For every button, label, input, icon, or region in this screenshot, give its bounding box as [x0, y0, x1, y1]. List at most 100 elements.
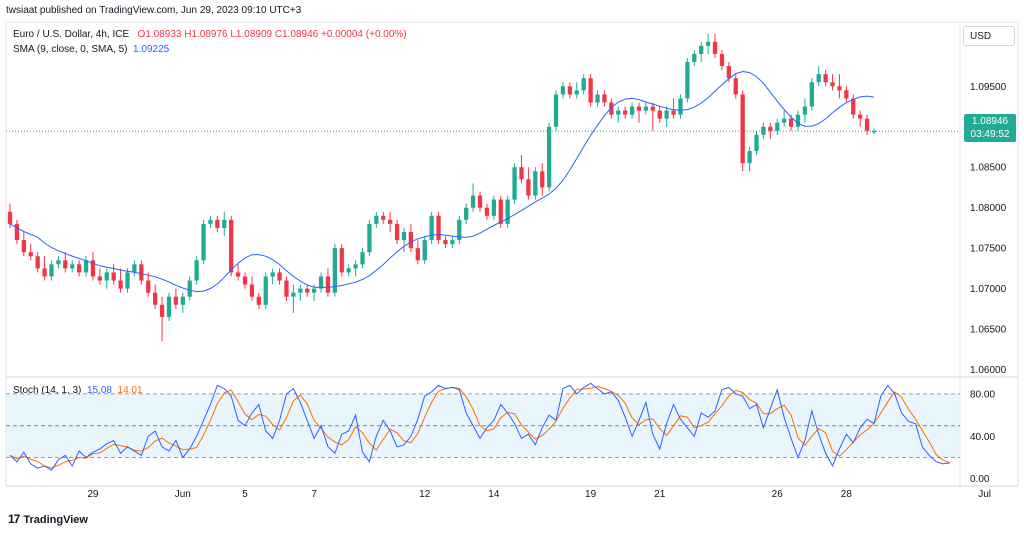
candle-down	[159, 296, 165, 342]
candle-body	[747, 151, 752, 164]
candle-body	[761, 126, 766, 135]
sma-line	[9, 70, 875, 293]
candle-body	[305, 288, 310, 293]
candle-body	[553, 94, 559, 127]
candle-up	[166, 292, 172, 321]
candle-up	[775, 118, 780, 135]
candle-down	[540, 163, 545, 196]
stoch-legend[interactable]: Stoch (14, 1, 3) 15.08 14.01	[13, 385, 143, 396]
candle-body	[311, 288, 317, 293]
symbol-name[interactable]: Euro / U.S. Dollar, 4h, ICE	[13, 29, 130, 40]
candle-body	[56, 260, 61, 265]
candle-body	[284, 280, 289, 297]
stoch-tick-label: 80.00	[970, 389, 995, 400]
price-tick-label: 1.06500	[970, 325, 1007, 336]
candle-down	[719, 49, 725, 71]
candle-down	[242, 272, 248, 289]
candle-body	[97, 276, 102, 281]
candle-down	[609, 98, 614, 119]
candle-down	[712, 33, 718, 58]
candle-down	[146, 272, 151, 297]
candle-body	[581, 78, 586, 91]
candle-body	[560, 86, 566, 95]
candle-body	[719, 53, 725, 67]
candle-body	[567, 86, 573, 95]
candle-body	[595, 94, 600, 103]
candle-body	[132, 264, 137, 273]
candle-down	[851, 94, 856, 119]
candle-down	[63, 252, 68, 273]
candle-up	[546, 122, 552, 192]
candle-up	[560, 82, 566, 99]
candle-body	[484, 207, 490, 216]
candle-body	[229, 219, 234, 273]
candle-body	[235, 272, 241, 277]
stoch-d-value: 14.01	[117, 385, 143, 396]
candle-down	[657, 106, 662, 123]
candle-body	[505, 199, 510, 224]
candle-down	[215, 215, 220, 232]
stoch-k-line	[9, 382, 951, 471]
candle-down	[671, 98, 676, 119]
candle-up	[457, 215, 462, 245]
candle-body	[256, 296, 261, 305]
last-price-label: 1.08946 03:49:52	[964, 114, 1016, 142]
time-tick-label: 19	[585, 489, 597, 500]
candle-down	[173, 288, 179, 309]
time-tick-label: 14	[488, 489, 500, 500]
candle-body	[788, 118, 794, 127]
candle-up	[664, 106, 669, 127]
candle-body	[664, 110, 669, 119]
time-axis: 29 Jun 5 7 12 14 19 21 26 28 Jul	[87, 489, 991, 500]
candle-body	[636, 106, 642, 111]
candle-up	[194, 256, 199, 285]
candle-up	[747, 146, 752, 172]
candle-down	[484, 203, 490, 220]
candle-body	[215, 219, 220, 228]
candle-down	[823, 70, 828, 87]
candle-down	[284, 276, 289, 301]
candle-down	[21, 231, 26, 257]
candle-up	[705, 33, 711, 54]
candle-body	[802, 106, 808, 115]
tradingview-logo[interactable]: 17 TradingView	[8, 512, 88, 526]
stoch-label: Stoch (14, 1, 3)	[13, 385, 82, 396]
candle-body	[325, 276, 331, 293]
candle-down	[588, 74, 593, 107]
candle-body	[643, 106, 649, 111]
candle-body	[7, 211, 13, 224]
candle-down	[111, 264, 116, 285]
candle-down	[305, 284, 310, 297]
time-tick-label: 12	[419, 489, 431, 500]
candle-up	[125, 268, 130, 293]
candle-body	[222, 219, 227, 228]
candle-body	[844, 90, 849, 99]
candle-down	[636, 102, 642, 123]
candles	[7, 33, 877, 342]
ohlc-values: O1.08933 H1.08976 L1.08909 C1.08946 +0.0…	[137, 29, 407, 40]
candle-up	[464, 203, 469, 224]
candle-body	[339, 248, 344, 273]
candle-up	[629, 102, 635, 119]
candle-body	[104, 272, 109, 281]
candle-up	[374, 211, 379, 228]
stoch-axis: 80.00 40.00 0.00	[970, 389, 995, 485]
candle-up	[83, 256, 89, 277]
candle-body	[63, 260, 68, 269]
bar-countdown: 03:49:52	[970, 129, 1010, 140]
currency-button[interactable]: USD	[963, 26, 1015, 46]
candle-body	[795, 114, 801, 127]
sma-legend[interactable]: SMA (9, close, 0, SMA, 5) 1.09225	[13, 44, 169, 55]
candle-up	[180, 292, 185, 313]
candle-body	[194, 260, 199, 281]
candle-body	[180, 296, 185, 305]
candle-up	[332, 244, 338, 297]
candle-body	[90, 260, 96, 277]
candle-body	[809, 82, 814, 107]
candle-body	[602, 94, 607, 103]
candle-up	[685, 57, 690, 103]
candle-body	[457, 219, 462, 241]
candle-down	[733, 74, 738, 99]
candle-down	[864, 114, 870, 135]
